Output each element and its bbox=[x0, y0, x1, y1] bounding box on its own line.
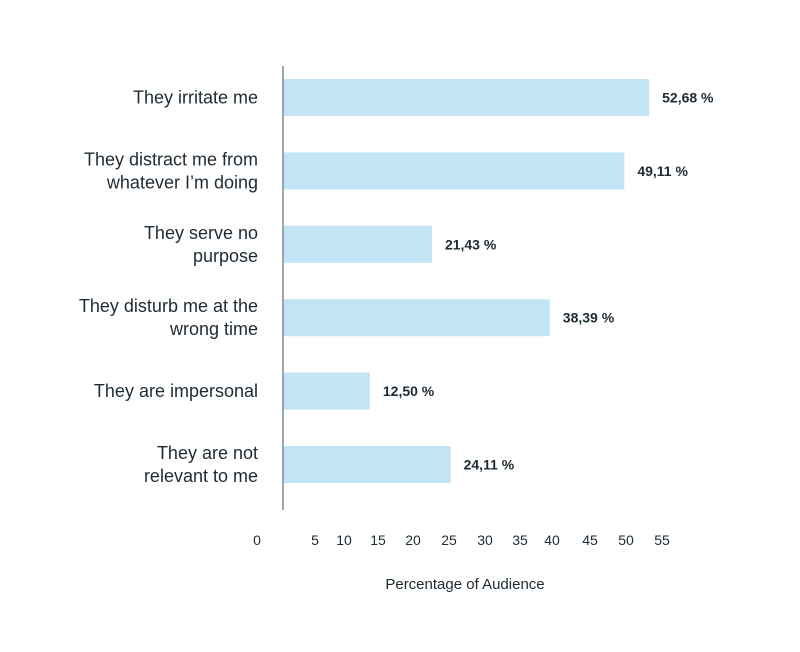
value-label-3: 38,39 % bbox=[563, 310, 615, 326]
x-tick-10: 10 bbox=[336, 532, 352, 548]
value-labels-group: 52,68 % 49,11 % 21,43 % 38,39 % 12,50 % 24,11… bbox=[383, 90, 714, 473]
x-tick-5: 5 bbox=[311, 532, 319, 548]
x-tick-35: 35 bbox=[512, 532, 528, 548]
value-label-2: 21,43 % bbox=[445, 236, 497, 252]
x-axis-ticks: 0 5 10 15 20 25 30 35 40 45 50 55 bbox=[253, 532, 670, 548]
x-tick-45: 45 bbox=[582, 532, 598, 548]
value-label-5: 24,11 % bbox=[464, 457, 515, 473]
x-tick-50: 50 bbox=[618, 532, 634, 548]
category-label-0: They irritate me bbox=[133, 88, 258, 108]
category-label-2: They serve no purpose bbox=[144, 223, 258, 266]
x-tick-25: 25 bbox=[441, 532, 457, 548]
category-label-1: They distract me from whatever I’m doing bbox=[84, 149, 258, 192]
value-label-1: 49,11 % bbox=[637, 163, 688, 179]
x-axis-title: Percentage of Audience bbox=[385, 576, 544, 593]
bar-4 bbox=[283, 372, 370, 410]
bar-1 bbox=[283, 152, 625, 190]
bars-group bbox=[283, 79, 650, 483]
category-label-3: They disturb me at the wrong time bbox=[79, 296, 258, 339]
x-tick-0: 0 bbox=[253, 532, 261, 548]
value-label-4: 12,50 % bbox=[383, 383, 435, 399]
bar-5 bbox=[283, 446, 451, 483]
bar-3 bbox=[283, 299, 550, 337]
value-label-0: 52,68 % bbox=[662, 90, 714, 106]
x-tick-15: 15 bbox=[370, 532, 386, 548]
x-tick-30: 30 bbox=[477, 532, 493, 548]
x-tick-40: 40 bbox=[544, 532, 560, 548]
bar-2 bbox=[283, 225, 432, 263]
bar-0 bbox=[283, 79, 650, 116]
category-label-5: They are not relevant to me bbox=[144, 443, 258, 486]
category-label-4: They are impersonal bbox=[94, 381, 258, 401]
x-tick-55: 55 bbox=[654, 532, 670, 548]
category-labels-group: They irritate me They distract me from wha… bbox=[79, 88, 258, 487]
x-tick-20: 20 bbox=[405, 532, 421, 548]
